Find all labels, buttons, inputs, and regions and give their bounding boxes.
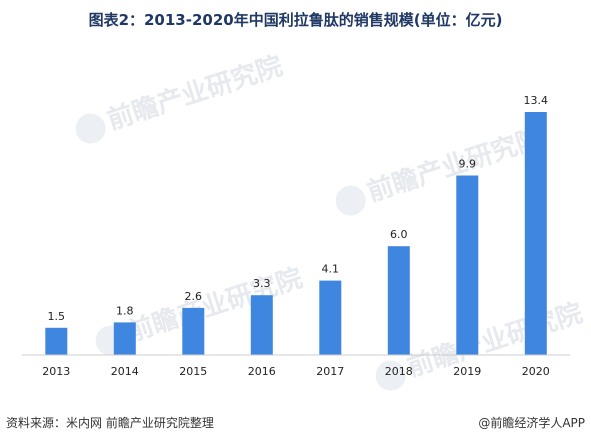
bar-2015 <box>182 307 205 355</box>
chart-title: 图表2：2013-2020年中国利拉鲁肽的销售规模(单位：亿元) <box>88 11 503 29</box>
bars-group <box>45 112 547 355</box>
x-tick-label-2014: 2014 <box>111 365 139 378</box>
value-label-2017: 4.1 <box>322 263 340 276</box>
bar-2017 <box>319 280 342 355</box>
value-label-2014: 1.8 <box>116 304 134 317</box>
value-label-2018: 6.0 <box>390 228 408 241</box>
x-tick-label-2017: 2017 <box>316 365 344 378</box>
value-label-2019: 9.9 <box>459 158 477 171</box>
x-tick-labels-group: 2013 2014 2015 2016 2017 2018 2019 2020 <box>42 365 550 378</box>
bar-2020 <box>524 112 547 355</box>
x-tick-label-2015: 2015 <box>179 365 207 378</box>
bar-2013 <box>45 327 68 355</box>
bar-2019 <box>456 175 479 355</box>
x-tick-label-2013: 2013 <box>42 365 70 378</box>
bar-2014 <box>113 322 136 355</box>
value-labels-group: 1.5 1.8 2.6 3.3 4.1 6.0 9.9 13.4 <box>48 94 549 323</box>
value-label-2016: 3.3 <box>253 277 271 290</box>
value-label-2020: 13.4 <box>524 94 549 107</box>
x-tick-label-2020: 2020 <box>522 365 550 378</box>
x-tick-label-2019: 2019 <box>453 365 481 378</box>
x-tick-label-2016: 2016 <box>248 365 276 378</box>
bar-2018 <box>387 246 410 355</box>
value-label-2013: 1.5 <box>48 310 66 323</box>
value-label-2015: 2.6 <box>185 290 203 303</box>
credit-note: @前瞻经济学人APP <box>478 416 585 430</box>
source-note: 资料来源：米内网 前瞻产业研究院整理 <box>6 416 214 430</box>
x-tick-label-2018: 2018 <box>385 365 413 378</box>
bar-2016 <box>250 295 273 355</box>
